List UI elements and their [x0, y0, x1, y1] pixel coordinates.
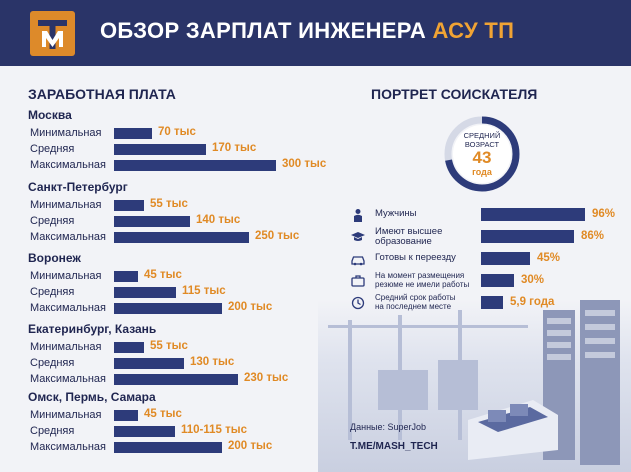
salary-value: 250 тыс: [255, 230, 300, 242]
salary-row-label: Максимальная: [30, 441, 106, 453]
salary-row-label: Минимальная: [30, 199, 102, 211]
city-name: Санкт-Петербург: [28, 180, 128, 194]
portrait-value: 96%: [592, 208, 616, 220]
portrait-label-line: Готовы к переезду: [375, 252, 456, 263]
average-age-value: 43: [472, 148, 492, 167]
average-age-donut: [444, 116, 520, 192]
portrait-value: 5,9 года: [510, 296, 555, 308]
factory-illustration: [318, 300, 631, 472]
salary-value: 45 тыс: [144, 408, 182, 420]
portrait-bar: [481, 230, 574, 243]
salary-row-label: Средняя: [30, 357, 75, 369]
salary-row-label: Средняя: [30, 425, 75, 437]
salary-bar: [114, 160, 276, 171]
donut-center: [453, 125, 511, 183]
channel-link[interactable]: T.ME/MASH_TECH: [350, 441, 438, 452]
salary-row-label: Минимальная: [30, 127, 102, 139]
salary-value: 140 тыс: [196, 214, 241, 226]
portrait-bar: [481, 208, 585, 221]
salary-bar: [114, 144, 206, 155]
portrait-label-line: На момент размещения: [375, 271, 465, 280]
salary-bar: [114, 442, 222, 453]
salary-value: 55 тыс: [150, 198, 188, 210]
portrait-label: На момент размещения резюме не имели рабо…: [375, 271, 469, 289]
salary-value: 300 тыс: [282, 158, 327, 170]
salary-bar: [114, 303, 222, 314]
portrait-bar: [481, 252, 530, 265]
salary-row-label: Минимальная: [30, 409, 102, 421]
tm-logo-icon: [30, 11, 75, 56]
salary-row-label: Средняя: [30, 286, 75, 298]
portrait-label-line: Мужчины: [375, 208, 417, 219]
portrait-label-line: образование: [375, 236, 432, 247]
salary-bar: [114, 216, 190, 227]
salary-bar: [114, 410, 138, 421]
car-icon: [351, 252, 365, 266]
city-name: Омск, Пермь, Самара: [28, 390, 156, 404]
portrait-label: Готовы к переезду: [375, 253, 456, 263]
clock-icon: [351, 296, 365, 310]
salary-bar: [114, 232, 249, 243]
salary-value: 200 тыс: [228, 440, 273, 452]
salary-row-label: Минимальная: [30, 270, 102, 282]
portrait-label-line: Имеют высшее: [375, 226, 443, 237]
header-banner: ОБЗОР ЗАРПЛАТ ИНЖЕНЕРА АСУ ТП: [0, 0, 631, 66]
salary-bar: [114, 200, 144, 211]
portrait-label-line: на последнем месте: [375, 302, 452, 311]
salary-row-label: Максимальная: [30, 302, 106, 314]
salary-value: 170 тыс: [212, 142, 257, 154]
average-age-label-line1: СРЕДНИЙ: [463, 131, 501, 140]
salary-value: 55 тыс: [150, 340, 188, 352]
graduation-cap-icon: [351, 230, 365, 244]
salary-value: 230 тыс: [244, 372, 289, 384]
page-title: ОБЗОР ЗАРПЛАТ ИНЖЕНЕРА АСУ ТП: [100, 18, 514, 44]
salary-row-label: Максимальная: [30, 231, 106, 243]
salary-row-label: Средняя: [30, 143, 75, 155]
salary-bar: [114, 128, 152, 139]
portrait-bar: [481, 296, 503, 309]
city-name: Москва: [28, 108, 72, 122]
salary-value: 110-115 тыс: [181, 424, 247, 436]
person-icon: [351, 208, 365, 222]
portrait-label-line: резюме не имели работы: [375, 280, 470, 289]
briefcase-icon: [351, 274, 365, 288]
salary-value: 200 тыс: [228, 301, 273, 313]
salary-bar: [114, 287, 176, 298]
salary-bar: [114, 358, 184, 369]
salary-row-label: Максимальная: [30, 373, 106, 385]
portrait-label: Имеют высшее образование: [375, 227, 442, 247]
title-main: ОБЗОР ЗАРПЛАТ ИНЖЕНЕРА: [100, 18, 427, 43]
salary-bar: [114, 342, 144, 353]
salary-bar: [114, 271, 138, 282]
salary-value: 70 тыс: [158, 126, 196, 138]
portrait-label: Средний срок работы на последнем месте: [375, 293, 456, 311]
portrait-bar: [481, 274, 514, 287]
portrait-value: 45%: [537, 252, 561, 264]
portrait-value: 86%: [581, 230, 605, 242]
portrait-value: 30%: [521, 274, 545, 286]
data-source: Данные: SuperJob: [350, 422, 427, 432]
salary-bar: [114, 426, 175, 437]
portrait-section-title: ПОРТРЕТ СОИСКАТЕЛЯ: [371, 86, 538, 102]
salary-bar: [114, 374, 238, 385]
portrait-label-line: Средний срок работы: [375, 293, 456, 302]
portrait-label: Мужчины: [375, 209, 416, 219]
city-name: Воронеж: [28, 251, 81, 265]
average-age-label-line2: ВОЗРАСТ: [464, 140, 500, 149]
city-name: Екатеринбург, Казань: [28, 322, 157, 336]
donut-arc: [444, 116, 520, 192]
salary-value: 130 тыс: [190, 356, 235, 368]
salary-value: 45 тыс: [144, 269, 182, 281]
salary-row-label: Максимальная: [30, 159, 106, 171]
salary-row-label: Минимальная: [30, 341, 102, 353]
salary-section-title: ЗАРАБОТНАЯ ПЛАТА: [28, 86, 176, 102]
title-accent: АСУ ТП: [432, 18, 515, 43]
average-age-unit: года: [472, 167, 492, 177]
salary-value: 115 тыс: [182, 285, 226, 297]
salary-row-label: Средняя: [30, 215, 75, 227]
